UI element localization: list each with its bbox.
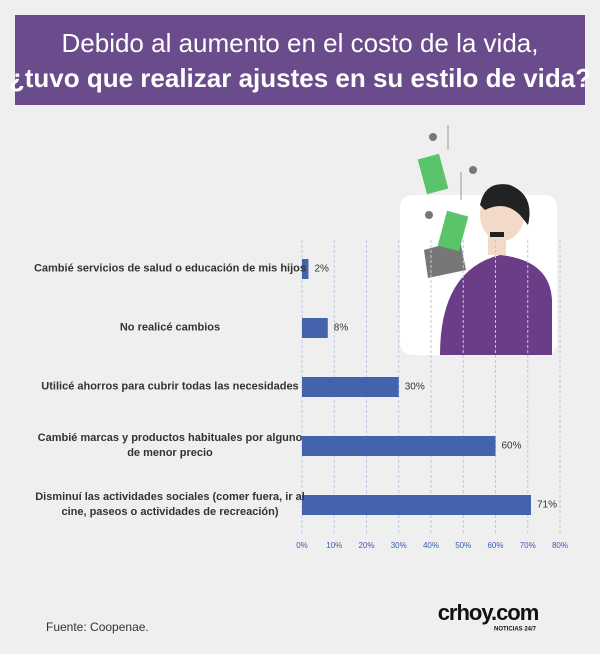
value-label: 2% <box>314 264 329 275</box>
value-label: 30% <box>405 382 425 393</box>
category-label: Cambié marcas y productos habituales por… <box>37 432 303 459</box>
category-label: No realicé cambios <box>119 321 221 334</box>
x-tick-label: 50% <box>455 541 471 550</box>
x-tick-label: 60% <box>487 541 503 550</box>
value-label: 71% <box>537 500 557 511</box>
x-tick-label: 30% <box>391 541 407 550</box>
x-tick-label: 10% <box>326 541 342 550</box>
value-label: 8% <box>334 323 349 334</box>
x-tick-label: 40% <box>423 541 439 550</box>
x-tick-label: 70% <box>520 541 536 550</box>
bar <box>302 495 531 515</box>
bar <box>302 259 309 279</box>
bar <box>302 318 328 338</box>
illustration <box>400 125 557 355</box>
bar <box>302 436 496 456</box>
chart-title: Debido al aumento en el costo de la vida… <box>62 28 539 58</box>
logo-name: crhoy.com <box>438 600 539 625</box>
value-label: 60% <box>502 441 522 452</box>
x-tick-label: 80% <box>552 541 568 550</box>
category-label: Cambié servicios de salud o educación de… <box>33 262 307 275</box>
chart-subtitle: ¿tuvo que realizar ajustes en su estilo … <box>9 63 591 93</box>
category-label: Utilicé ahorros para cubrir todas las ne… <box>41 380 299 393</box>
category-label: Disminuí las actividades sociales (comer… <box>35 491 305 518</box>
logo-tagline: NOTICIAS 24/7 <box>494 627 537 633</box>
source: Fuente: Coopenae. <box>46 620 149 634</box>
x-tick-label: 20% <box>358 541 374 550</box>
title-banner <box>15 15 585 105</box>
x-tick-label: 0% <box>296 541 308 550</box>
bar <box>302 377 399 397</box>
